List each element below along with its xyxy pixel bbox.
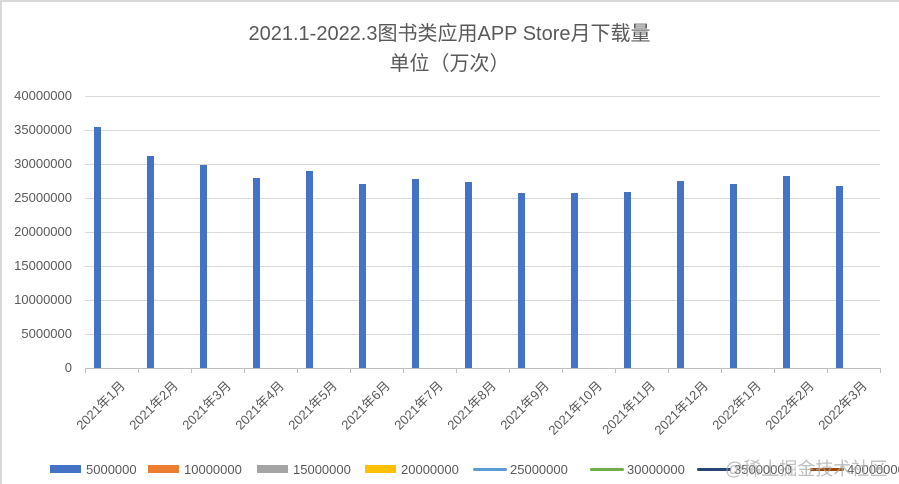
y-tick-label: 40000000 (14, 88, 72, 103)
bar (358, 184, 366, 368)
x-tick (562, 368, 563, 373)
x-tick (721, 368, 722, 373)
gridline (85, 334, 880, 335)
x-tick (668, 368, 669, 373)
legend-swatch-line-icon (590, 467, 624, 471)
bar (676, 181, 684, 368)
x-tick (138, 368, 139, 373)
legend-label: 20000000 (401, 461, 459, 477)
legend-item[interactable]: 15000000 (257, 460, 351, 478)
y-tick-label: 5000000 (21, 326, 72, 341)
legend-item[interactable]: 25000000 (473, 460, 568, 478)
gridline (85, 164, 880, 165)
legend-item[interactable]: 10000000 (148, 460, 242, 478)
bar (782, 175, 790, 368)
bar (464, 182, 472, 368)
x-tick (880, 368, 881, 373)
legend-label: 10000000 (184, 461, 242, 477)
legend: 5000000 10000000 15000000 20000000 25000000 3… (0, 460, 899, 478)
gridline (85, 266, 880, 267)
chart-title: 2021.1-2022.3图书类应用APP Store月下载量 (248, 23, 651, 45)
y-tick-label: 25000000 (14, 190, 72, 205)
legend-swatch-box-icon (257, 465, 288, 473)
legend-swatch-line-icon (697, 467, 731, 471)
legend-swatch-line-icon (810, 467, 844, 471)
legend-item[interactable]: 35000000 (697, 460, 792, 478)
y-tick-label: 15000000 (14, 258, 72, 273)
y-tick-label: 10000000 (14, 292, 72, 307)
x-axis-line (85, 368, 880, 369)
gridline (85, 198, 880, 199)
x-tick (774, 368, 775, 373)
y-tick-label: 0 (64, 360, 72, 375)
legend-swatch-box-icon (50, 465, 81, 473)
legend-item[interactable]: 30000000 (590, 460, 685, 478)
x-tick (456, 368, 457, 373)
gridline (85, 96, 880, 97)
chart-subtitle: 单位（万次） (389, 53, 510, 75)
legend-item[interactable]: 40000000 (810, 460, 899, 478)
bar (623, 191, 631, 368)
x-tick (191, 368, 192, 373)
gridline (85, 300, 880, 301)
bar (93, 126, 101, 368)
x-tick (615, 368, 616, 373)
x-tick (297, 368, 298, 373)
legend-label: 40000000 (847, 461, 899, 477)
legend-swatch-line-icon (473, 467, 507, 471)
x-tick (350, 368, 351, 373)
legend-label: 35000000 (734, 461, 792, 477)
legend-swatch-box-icon (365, 465, 396, 473)
bar (570, 192, 578, 368)
legend-swatch-box-icon (148, 465, 179, 473)
legend-label: 15000000 (293, 461, 351, 477)
x-tick (244, 368, 245, 373)
legend-label: 25000000 (510, 461, 568, 477)
y-tick-label: 35000000 (14, 122, 72, 137)
y-tick-label: 20000000 (14, 224, 72, 239)
x-tick (403, 368, 404, 373)
gridline (85, 130, 880, 131)
legend-item[interactable]: 20000000 (365, 460, 459, 478)
x-tick (509, 368, 510, 373)
watermark: @稀土掘金技术社区 (725, 459, 888, 479)
plot-area (85, 96, 880, 368)
x-tick (85, 368, 86, 373)
bar (411, 178, 419, 368)
legend-label: 30000000 (627, 461, 685, 477)
bar (835, 186, 843, 368)
bar (729, 184, 737, 368)
bar (252, 177, 260, 368)
gridline (85, 232, 880, 233)
y-tick-label: 30000000 (14, 156, 72, 171)
legend-item[interactable]: 5000000 (50, 460, 137, 478)
x-tick (827, 368, 828, 373)
bar (199, 164, 207, 368)
bar (517, 192, 525, 368)
bar (305, 171, 313, 368)
legend-label: 5000000 (86, 461, 137, 477)
bar (146, 155, 154, 368)
